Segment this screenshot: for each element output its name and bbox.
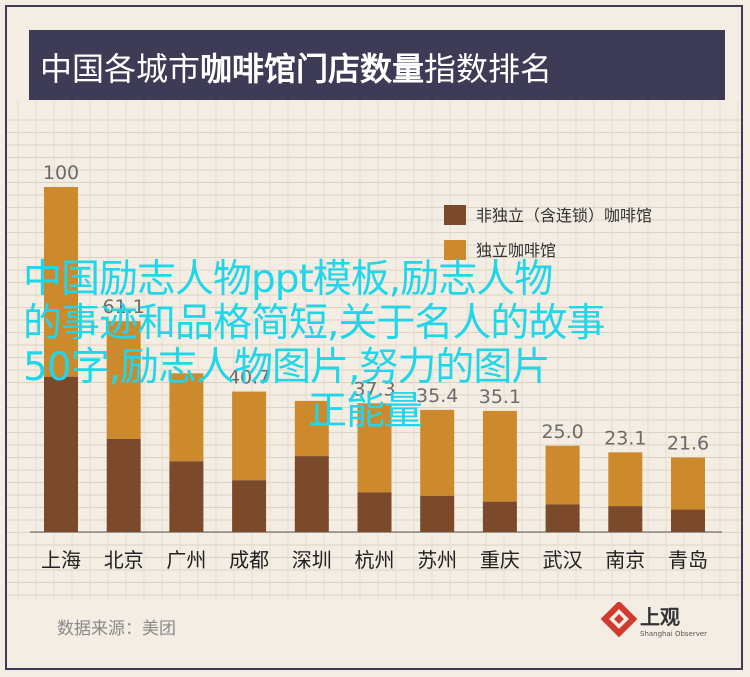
bar-non-independent-0 [44, 376, 78, 532]
logo-emblem-icon [600, 600, 638, 638]
bar-non-independent-3 [232, 480, 267, 532]
bar-independent-2 [169, 373, 204, 462]
data-label-7: 35.1 [479, 386, 521, 408]
legend-label-1: 独立咖啡馆 [476, 241, 556, 260]
data-label-0: 100 [43, 162, 79, 184]
bar-non-independent-4 [294, 456, 329, 532]
overlay-line-1: 中国励志人物ppt模板,励志人物 [23, 257, 553, 302]
bar-non-independent-8 [545, 504, 580, 532]
category-label-6: 苏州 [417, 548, 457, 572]
bar-non-independent-2 [169, 461, 204, 532]
bar-independent-4 [294, 400, 329, 457]
bar-independent-5 [357, 403, 392, 493]
bar-independent-10 [671, 457, 705, 510]
category-label-0: 上海 [41, 548, 81, 572]
data-label-3: 40.7 [228, 367, 270, 389]
data-label-5: 37.3 [353, 378, 395, 400]
category-label-8: 武汉 [543, 548, 583, 572]
category-label-1: 北京 [104, 548, 144, 572]
source-label: 数据来源：美团 [57, 619, 176, 639]
bar-independent-3 [232, 391, 267, 481]
chart-title: 中国各城市咖啡馆门店数量指数排名 [40, 44, 552, 90]
data-label-1: 61.1 [103, 296, 145, 318]
bar-non-independent-1 [106, 438, 141, 532]
category-label-5: 杭州 [355, 548, 395, 572]
bar-independent-8 [545, 445, 580, 505]
bar-independent-9 [608, 452, 643, 507]
bar-non-independent-5 [357, 492, 392, 532]
logo-subtitle: Shanghai Observer [640, 630, 707, 638]
title-band [29, 30, 725, 100]
title-part2: 咖啡馆门店数量 [200, 50, 425, 88]
overlay-line-3: 50字,励志人物图片,努力的图片 [23, 345, 550, 390]
bar-independent-6 [420, 409, 455, 496]
overlay-line-2: 的事迹和品格简短,关于名人的故事 [23, 301, 605, 346]
category-label-9: 南京 [605, 548, 645, 572]
bar-independent-1 [106, 321, 141, 439]
category-label-3: 成都 [229, 548, 269, 572]
title-part1: 中国各城市 [40, 50, 201, 88]
bar-non-independent-6 [420, 495, 455, 532]
category-label-7: 重庆 [480, 548, 520, 572]
overlay-caption: 中国励志人物ppt模板,励志人物 的事迹和品格简短,关于名人的故事 50字,励志人物… [23, 258, 723, 434]
category-label-4: 深圳 [292, 548, 332, 572]
bar-independent-0 [44, 187, 78, 377]
data-label-6: 35.4 [416, 385, 458, 407]
title-part3: 指数排名 [424, 50, 553, 88]
category-label-2: 广州 [166, 548, 206, 572]
bar-non-independent-7 [482, 501, 517, 532]
shanghai-observer-logo: 上观 Shanghai Observer [600, 600, 720, 640]
data-label-9: 23.1 [604, 427, 646, 449]
legend-swatch-1 [444, 240, 466, 260]
logo-name: 上观 [640, 605, 680, 629]
overlay-line-4: 正能量 [308, 389, 423, 434]
legend-swatch-0 [444, 205, 466, 225]
data-label-8: 25.0 [541, 421, 583, 443]
bar-non-independent-10 [671, 509, 705, 532]
bar-non-independent-9 [608, 506, 643, 532]
data-label-10: 21.6 [667, 432, 709, 454]
category-label-10: 青岛 [668, 548, 708, 572]
outer-border [5, 5, 743, 670]
bar-independent-7 [482, 410, 517, 502]
legend-label-0: 非独立（含连锁）咖啡馆 [476, 206, 652, 225]
